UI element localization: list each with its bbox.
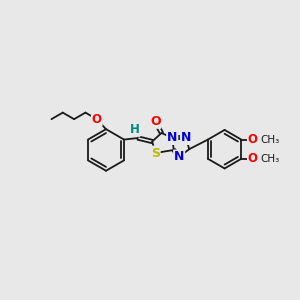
Text: O: O bbox=[248, 152, 258, 165]
Text: O: O bbox=[248, 133, 258, 146]
Text: H: H bbox=[130, 123, 140, 136]
Text: CH₃: CH₃ bbox=[260, 135, 280, 145]
Text: CH₃: CH₃ bbox=[260, 154, 280, 164]
Text: S: S bbox=[151, 146, 160, 160]
Text: N: N bbox=[167, 131, 177, 144]
Text: N: N bbox=[174, 150, 184, 164]
Text: O: O bbox=[92, 113, 102, 126]
Text: O: O bbox=[150, 115, 160, 128]
Text: N: N bbox=[181, 131, 191, 144]
